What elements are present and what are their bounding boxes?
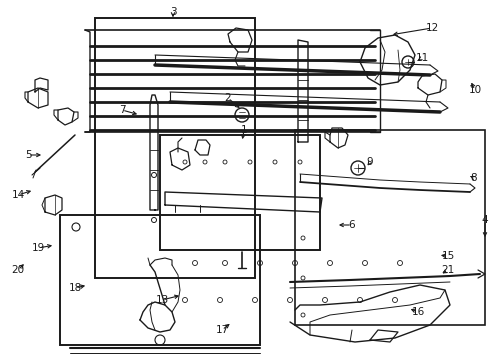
- Text: 19: 19: [31, 243, 45, 253]
- Text: 21: 21: [441, 265, 455, 275]
- Bar: [295, 130, 485, 325]
- Text: 17: 17: [216, 325, 229, 335]
- Text: 6: 6: [349, 220, 355, 230]
- Bar: [160, 135, 320, 250]
- Text: 2: 2: [225, 93, 231, 103]
- Text: 10: 10: [468, 85, 482, 95]
- Text: 15: 15: [441, 251, 455, 261]
- Text: 8: 8: [471, 173, 477, 183]
- Text: 13: 13: [155, 295, 169, 305]
- Text: 7: 7: [119, 105, 125, 115]
- Text: 12: 12: [425, 23, 439, 33]
- Text: 1: 1: [241, 125, 247, 135]
- Text: 5: 5: [24, 150, 31, 160]
- Text: 4: 4: [482, 215, 489, 225]
- Text: 9: 9: [367, 157, 373, 167]
- Text: 14: 14: [11, 190, 24, 200]
- Text: 11: 11: [416, 53, 429, 63]
- Text: 16: 16: [412, 307, 425, 317]
- Text: 20: 20: [11, 265, 24, 275]
- Text: 3: 3: [170, 7, 176, 17]
- Text: 18: 18: [69, 283, 82, 293]
- Bar: [60, 215, 260, 345]
- Bar: [95, 18, 255, 278]
